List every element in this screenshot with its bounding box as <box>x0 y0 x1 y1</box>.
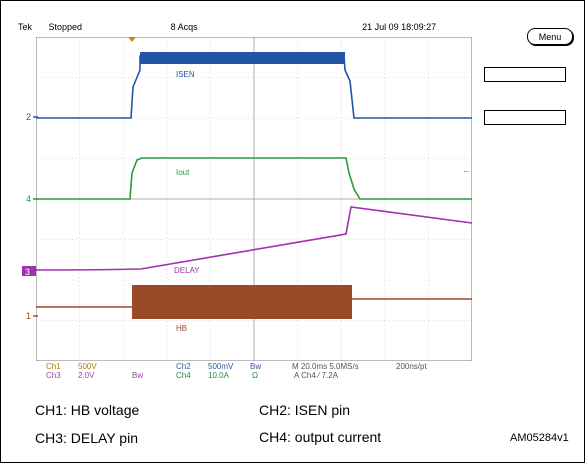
trigger-position-icon <box>128 37 136 42</box>
ch3-ground-marker: 3 <box>22 266 36 277</box>
legend-ch2: CH2: ISEN pin <box>259 402 351 418</box>
figure-id: AM05284v1 <box>510 432 569 444</box>
svg-text:2: 2 <box>26 112 31 122</box>
ch1-ground-marker: 1 <box>26 311 38 321</box>
ch2-ground-marker: 2 <box>26 112 38 122</box>
side-menu-box-1[interactable] <box>484 67 566 82</box>
ch3-name: Ch3 <box>46 371 61 380</box>
ch2-bandwidth: Bw <box>250 362 262 371</box>
ch4-name: Ch4 <box>176 371 191 380</box>
status-bar: Tek Stopped 8 Acqs 21 Jul 09 18:09:27 <box>18 22 436 32</box>
legend-ch1: CH1: HB voltage <box>35 402 140 418</box>
isen-ripple-band <box>140 52 345 64</box>
run-status: Stopped <box>48 22 83 32</box>
iout-offscreen-arrow-icon: ← <box>462 165 471 175</box>
side-menu-box-2[interactable] <box>484 110 566 125</box>
ch2-scale: 500mV <box>208 362 234 371</box>
ch4-scale: 10.0A <box>208 371 229 380</box>
ch1-scale: 500V <box>78 362 97 371</box>
timestamp: 21 Jul 09 18:09:27 <box>362 22 437 32</box>
iout-trace <box>36 157 472 200</box>
delay-trace-label: DELAY <box>174 266 200 275</box>
sample-interval-readout: 200ns/pt <box>396 362 427 371</box>
trigger-readout: A Ch4 ⁄ 7.2A <box>294 371 339 380</box>
ch4-ground-marker: 4 <box>26 194 38 204</box>
iout-trace-label: Iout <box>176 168 190 177</box>
svg-text:3: 3 <box>25 267 30 277</box>
timebase-readout: M 20.0ms 5.0MS/s <box>292 362 359 371</box>
legend-ch4: CH4: output current <box>259 429 382 445</box>
ch3-bandwidth: Bw <box>132 371 144 380</box>
menu-button[interactable]: Menu <box>527 28 573 45</box>
hb-switching-band <box>132 285 352 319</box>
acquisition-count: 8 Acqs <box>170 22 198 32</box>
delay-trace <box>36 206 472 271</box>
svg-text:1: 1 <box>26 311 31 321</box>
hb-baseline-trace <box>36 298 472 308</box>
ch3-scale: 2.0V <box>78 371 95 380</box>
ch1-name: Ch1 <box>46 362 61 371</box>
legend-ch3: CH3: DELAY pin <box>35 430 138 446</box>
hb-trace-label: HB <box>176 324 187 333</box>
brand-label: Tek <box>18 22 33 32</box>
scope-graticule: ISEN Iout DELAY HB ← <box>36 37 472 361</box>
ch2-name: Ch2 <box>176 362 191 371</box>
svg-text:4: 4 <box>26 194 31 204</box>
isen-trace-label: ISEN <box>176 70 195 79</box>
ch4-unit: Ω <box>252 371 258 380</box>
